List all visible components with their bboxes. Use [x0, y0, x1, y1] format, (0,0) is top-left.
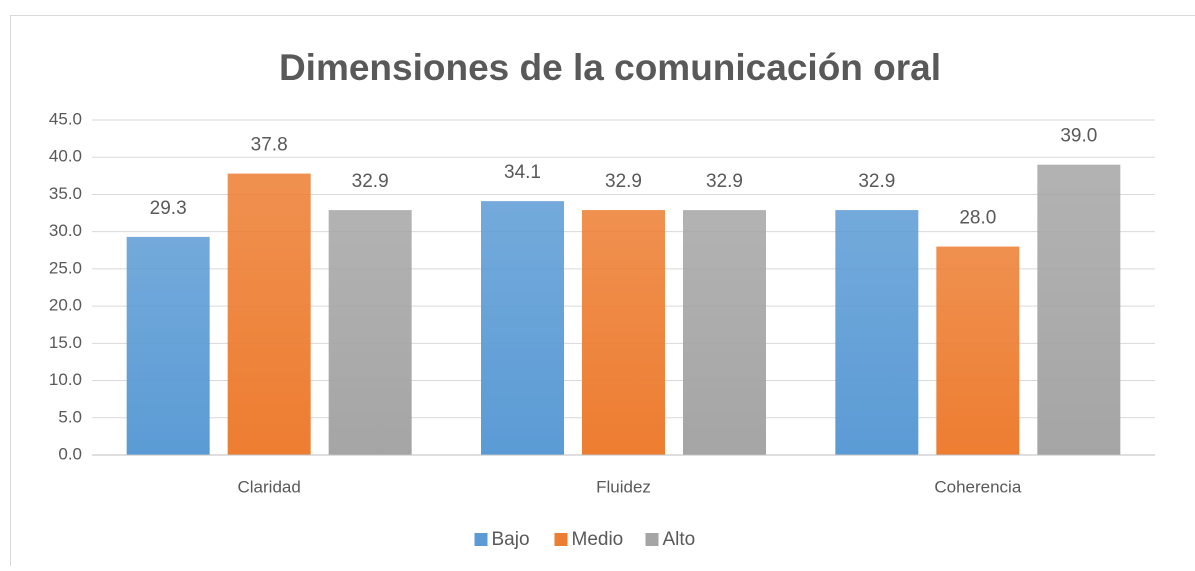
bar — [936, 246, 1020, 455]
data-label: 34.1 — [504, 162, 541, 183]
data-label: 39.0 — [1060, 126, 1097, 147]
y-tick-label: 20.0 — [49, 296, 82, 315]
legend-swatch — [554, 533, 568, 546]
data-label: 37.8 — [251, 135, 288, 156]
data-label: 32.9 — [352, 171, 389, 192]
data-label: 32.9 — [706, 171, 743, 192]
y-tick-label: 30.0 — [49, 221, 82, 240]
bar — [227, 173, 311, 455]
y-tick-label: 0.0 — [58, 444, 82, 463]
bar — [683, 210, 766, 455]
x-tick-label: Coherencia — [934, 477, 1021, 496]
bar — [582, 210, 665, 455]
bar — [481, 201, 564, 455]
x-tick-label: Claridad — [238, 477, 301, 496]
data-label: 32.9 — [605, 171, 642, 192]
bar — [1037, 164, 1121, 455]
y-tick-label: 15.0 — [49, 333, 82, 352]
data-label: 32.9 — [858, 171, 895, 192]
bar — [328, 210, 412, 455]
y-tick-label: 10.0 — [49, 370, 82, 389]
y-tick-label: 5.0 — [58, 407, 82, 426]
bar — [835, 210, 919, 455]
legend-swatch — [474, 533, 488, 546]
data-label: 29.3 — [150, 198, 187, 219]
y-tick-label: 35.0 — [49, 184, 82, 203]
x-tick-label: Fluidez — [596, 477, 651, 496]
y-tick-label: 25.0 — [49, 258, 82, 277]
chart-title: Dimensiones de la comunicación oral — [279, 47, 941, 88]
data-label: 28.0 — [959, 208, 996, 229]
legend-swatch — [645, 533, 659, 546]
legend-label: Alto — [663, 529, 696, 550]
y-tick-label: 45.0 — [49, 109, 82, 128]
y-tick-label: 40.0 — [49, 147, 82, 166]
legend-label: Medio — [572, 529, 624, 550]
bar — [126, 236, 210, 455]
legend-label: Bajo — [492, 529, 530, 550]
